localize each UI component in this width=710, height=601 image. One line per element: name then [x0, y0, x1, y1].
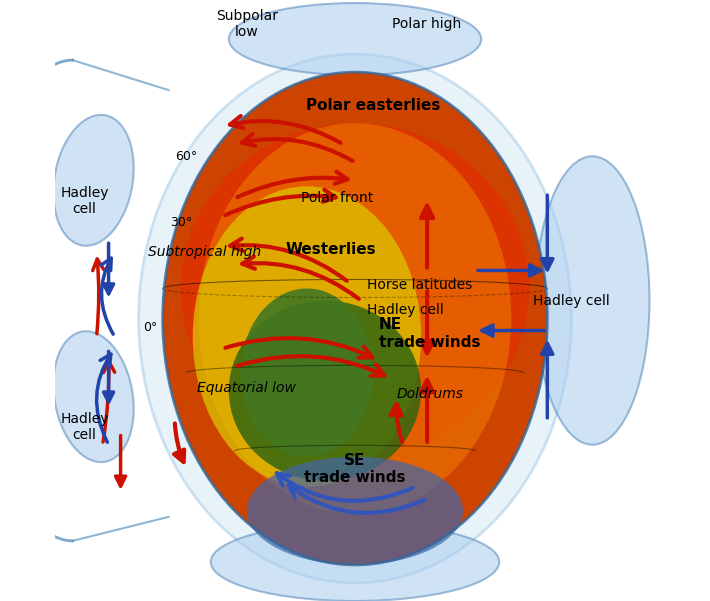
Ellipse shape	[192, 186, 421, 487]
Text: Doldrums: Doldrums	[397, 386, 464, 401]
FancyArrowPatch shape	[101, 258, 113, 334]
Text: 0°: 0°	[143, 321, 158, 334]
FancyArrowPatch shape	[242, 257, 359, 299]
Text: NE
trade winds: NE trade winds	[379, 317, 481, 350]
FancyArrowPatch shape	[421, 206, 433, 267]
Text: Equatorial low: Equatorial low	[197, 380, 296, 395]
Text: Hadley cell: Hadley cell	[367, 302, 444, 317]
Text: Polar easterlies: Polar easterlies	[306, 98, 440, 112]
FancyArrowPatch shape	[226, 338, 372, 358]
Text: Horse latitudes: Horse latitudes	[367, 278, 472, 293]
FancyArrowPatch shape	[237, 172, 348, 197]
Text: Polar high: Polar high	[393, 17, 462, 31]
Text: Westerlies: Westerlies	[285, 242, 376, 257]
Ellipse shape	[241, 288, 373, 457]
FancyArrowPatch shape	[104, 352, 114, 402]
FancyArrowPatch shape	[242, 134, 353, 161]
FancyArrowPatch shape	[421, 291, 433, 353]
Ellipse shape	[53, 115, 133, 246]
Ellipse shape	[211, 523, 499, 601]
FancyArrowPatch shape	[116, 436, 126, 486]
Ellipse shape	[229, 300, 421, 481]
FancyArrowPatch shape	[174, 424, 184, 462]
Text: Subtropical high: Subtropical high	[148, 245, 261, 260]
Ellipse shape	[247, 457, 463, 565]
FancyArrowPatch shape	[230, 116, 341, 143]
FancyArrowPatch shape	[391, 404, 403, 442]
FancyArrowPatch shape	[421, 380, 433, 442]
Text: Hadley
cell: Hadley cell	[60, 186, 109, 216]
Ellipse shape	[138, 54, 572, 583]
Text: 60°: 60°	[175, 150, 198, 163]
FancyArrowPatch shape	[97, 354, 111, 442]
Ellipse shape	[181, 123, 529, 454]
FancyArrowPatch shape	[482, 325, 545, 336]
FancyArrowPatch shape	[104, 243, 114, 294]
FancyArrowPatch shape	[289, 486, 425, 513]
Ellipse shape	[535, 156, 650, 445]
Text: Polar front: Polar front	[301, 191, 373, 206]
Ellipse shape	[229, 3, 481, 75]
FancyArrowPatch shape	[237, 356, 384, 376]
FancyArrowPatch shape	[478, 265, 540, 276]
FancyArrowPatch shape	[230, 239, 346, 281]
Ellipse shape	[199, 123, 511, 514]
Text: Hadley cell: Hadley cell	[533, 293, 610, 308]
Ellipse shape	[53, 331, 133, 462]
FancyArrowPatch shape	[93, 259, 104, 334]
FancyArrowPatch shape	[542, 343, 553, 418]
FancyArrowPatch shape	[225, 190, 336, 215]
Text: Subpolar
low: Subpolar low	[216, 9, 278, 39]
FancyArrowPatch shape	[277, 474, 413, 501]
FancyArrowPatch shape	[542, 195, 553, 270]
Text: SE
trade winds: SE trade winds	[305, 453, 405, 485]
Text: Hadley
cell: Hadley cell	[60, 412, 109, 442]
Ellipse shape	[163, 72, 547, 565]
FancyArrowPatch shape	[103, 361, 114, 442]
Text: 30°: 30°	[170, 216, 192, 229]
